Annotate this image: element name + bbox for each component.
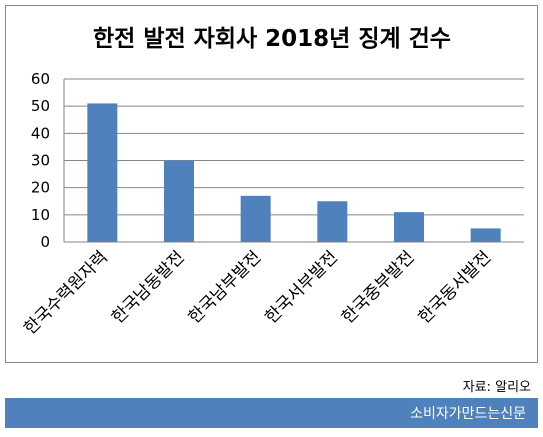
- footer-bar: 소비자가만드는신문: [5, 398, 538, 428]
- y-tick-label: 20: [31, 179, 50, 197]
- y-axis-ticks: 0 10 20 30 40 50 60: [31, 70, 50, 251]
- x-category-label: 한국서부발전: [261, 247, 341, 327]
- bar-3: [240, 195, 271, 242]
- x-category-label: 한국동서발전: [415, 247, 495, 327]
- bar-5: [394, 212, 424, 242]
- bar-6: [470, 228, 501, 242]
- y-tick-label: 10: [31, 206, 50, 224]
- y-tick-label: 30: [31, 152, 50, 170]
- chart-title: 한전 발전 자회사 2018년 징계 건수: [93, 26, 451, 52]
- bars: [87, 103, 501, 242]
- y-tick-label: 40: [31, 124, 50, 142]
- chart-frame: 한전 발전 자회사 2018년 징계 건수 0 10 20 30 40 50 60 한국수력…: [5, 5, 538, 363]
- y-tick-label: 50: [31, 97, 50, 115]
- x-category-label: 한국남부발전: [185, 247, 265, 327]
- bar-1: [87, 103, 118, 242]
- bar-2: [164, 160, 194, 242]
- bar-4: [317, 201, 348, 242]
- x-category-label: 한국중부발전: [338, 247, 418, 327]
- bar-chart: 한전 발전 자회사 2018년 징계 건수 0 10 20 30 40 50 60 한국수력…: [20, 26, 524, 339]
- x-category-label: 한국수력원자력: [20, 247, 112, 339]
- x-category-label: 한국남동발전: [108, 247, 188, 327]
- source-note: 자료: 알리오: [462, 380, 531, 395]
- gridlines: [63, 78, 524, 243]
- y-tick-label: 60: [31, 70, 50, 88]
- footer-publisher: 소비자가만드는신문: [410, 406, 526, 422]
- y-tick-label: 0: [40, 233, 50, 251]
